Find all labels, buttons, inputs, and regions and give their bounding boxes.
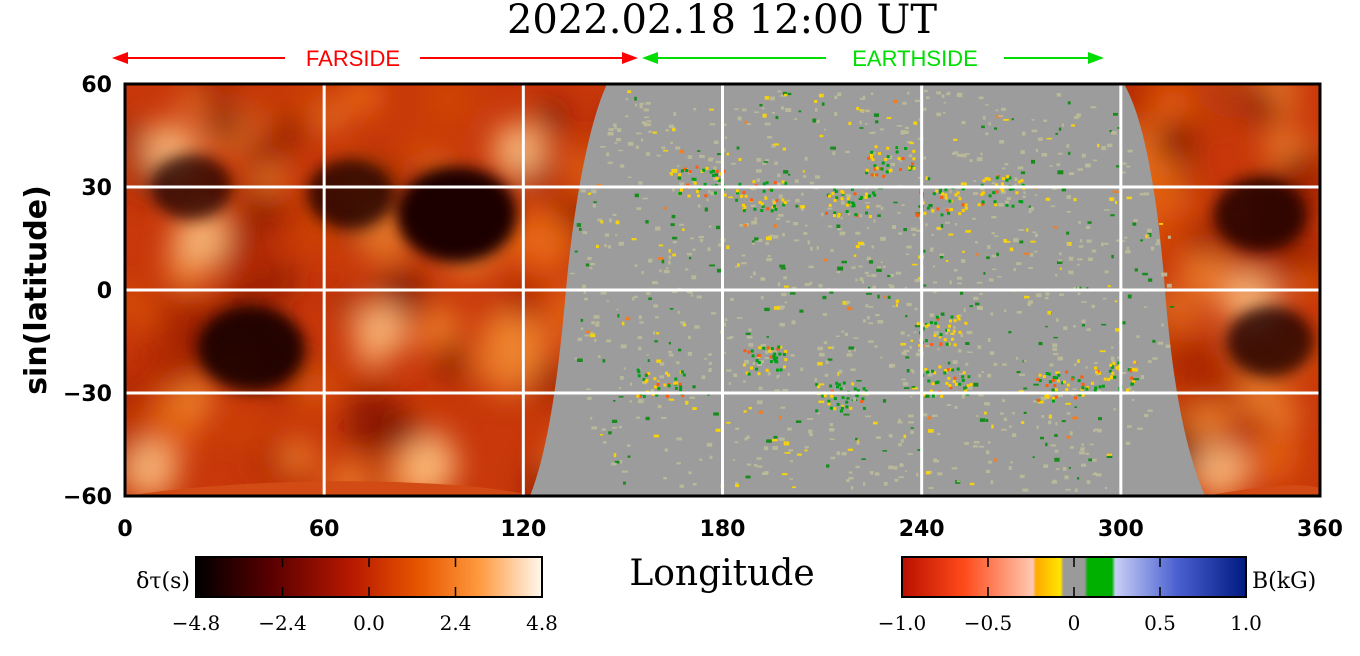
x-tick-label: 0 <box>117 517 132 542</box>
chart-title: 2022.02.18 12:00 UT <box>507 0 937 43</box>
colorbar-tick-label: −1.0 <box>878 611 927 635</box>
x-axis: 0 60 120 180 240 300 360 <box>117 517 1343 542</box>
x-tick-label: 180 <box>700 517 746 542</box>
colorbar-tick-label: 0.5 <box>1144 611 1176 635</box>
colorbar-tick-label: −2.4 <box>258 611 307 635</box>
colorbar-tick-label: 4.8 <box>526 611 558 635</box>
earthside-indicator: EARTHSIDE <box>642 46 1104 71</box>
dark-spot-4 <box>306 158 395 229</box>
grid <box>125 84 1320 496</box>
y-tick-label: 0 <box>97 279 112 304</box>
dark-spot-2 <box>1213 176 1308 253</box>
colorbar-tick-label: −0.5 <box>964 611 1013 635</box>
y-axis-label: sin(latitude) <box>19 185 54 395</box>
dark-spot-0 <box>396 166 517 263</box>
colorbar-delta-tau-label: δτ(s) <box>136 569 190 594</box>
x-tick-label: 240 <box>899 517 945 542</box>
x-tick-label: 60 <box>309 517 340 542</box>
y-tick-label: 60 <box>81 73 112 98</box>
plot-frame <box>123 82 1322 498</box>
colorbar-tick-label: −4.8 <box>172 611 221 635</box>
farside-indicator: FARSIDE <box>112 46 638 71</box>
x-tick-label: 120 <box>500 517 546 542</box>
dark-spot-3 <box>1226 306 1314 377</box>
x-tick-label: 300 <box>1098 517 1144 542</box>
x-tick-label: 360 <box>1297 517 1343 542</box>
farside-label: FARSIDE <box>306 46 400 71</box>
colorbar-tick-label: 0 <box>1068 611 1081 635</box>
colorbar-delta-tau: δτ(s) −4.8 −2.4 0.0 2.4 4.8 <box>136 556 558 635</box>
plot-area <box>125 84 1320 496</box>
colorbar-tick-label: 0.0 <box>353 611 385 635</box>
colorbar-magnetic-field: B(kG) −1.0 −0.5 0 0.5 1.0 <box>878 556 1316 635</box>
y-axis: 60 30 0 −30 −60 <box>63 73 112 510</box>
y-tick-label: −60 <box>63 485 112 510</box>
colorbar-tick-label: 1.0 <box>1230 611 1262 635</box>
y-tick-label: 30 <box>81 176 112 201</box>
colorbar-magnetic-field-label: B(kG) <box>1252 569 1316 594</box>
y-tick-label: −30 <box>63 382 112 407</box>
x-axis-label: Longitude <box>629 553 814 594</box>
dark-spot-1 <box>197 305 305 392</box>
colorbar-tick-label: 2.4 <box>440 611 472 635</box>
earthside-label: EARTHSIDE <box>852 46 978 71</box>
